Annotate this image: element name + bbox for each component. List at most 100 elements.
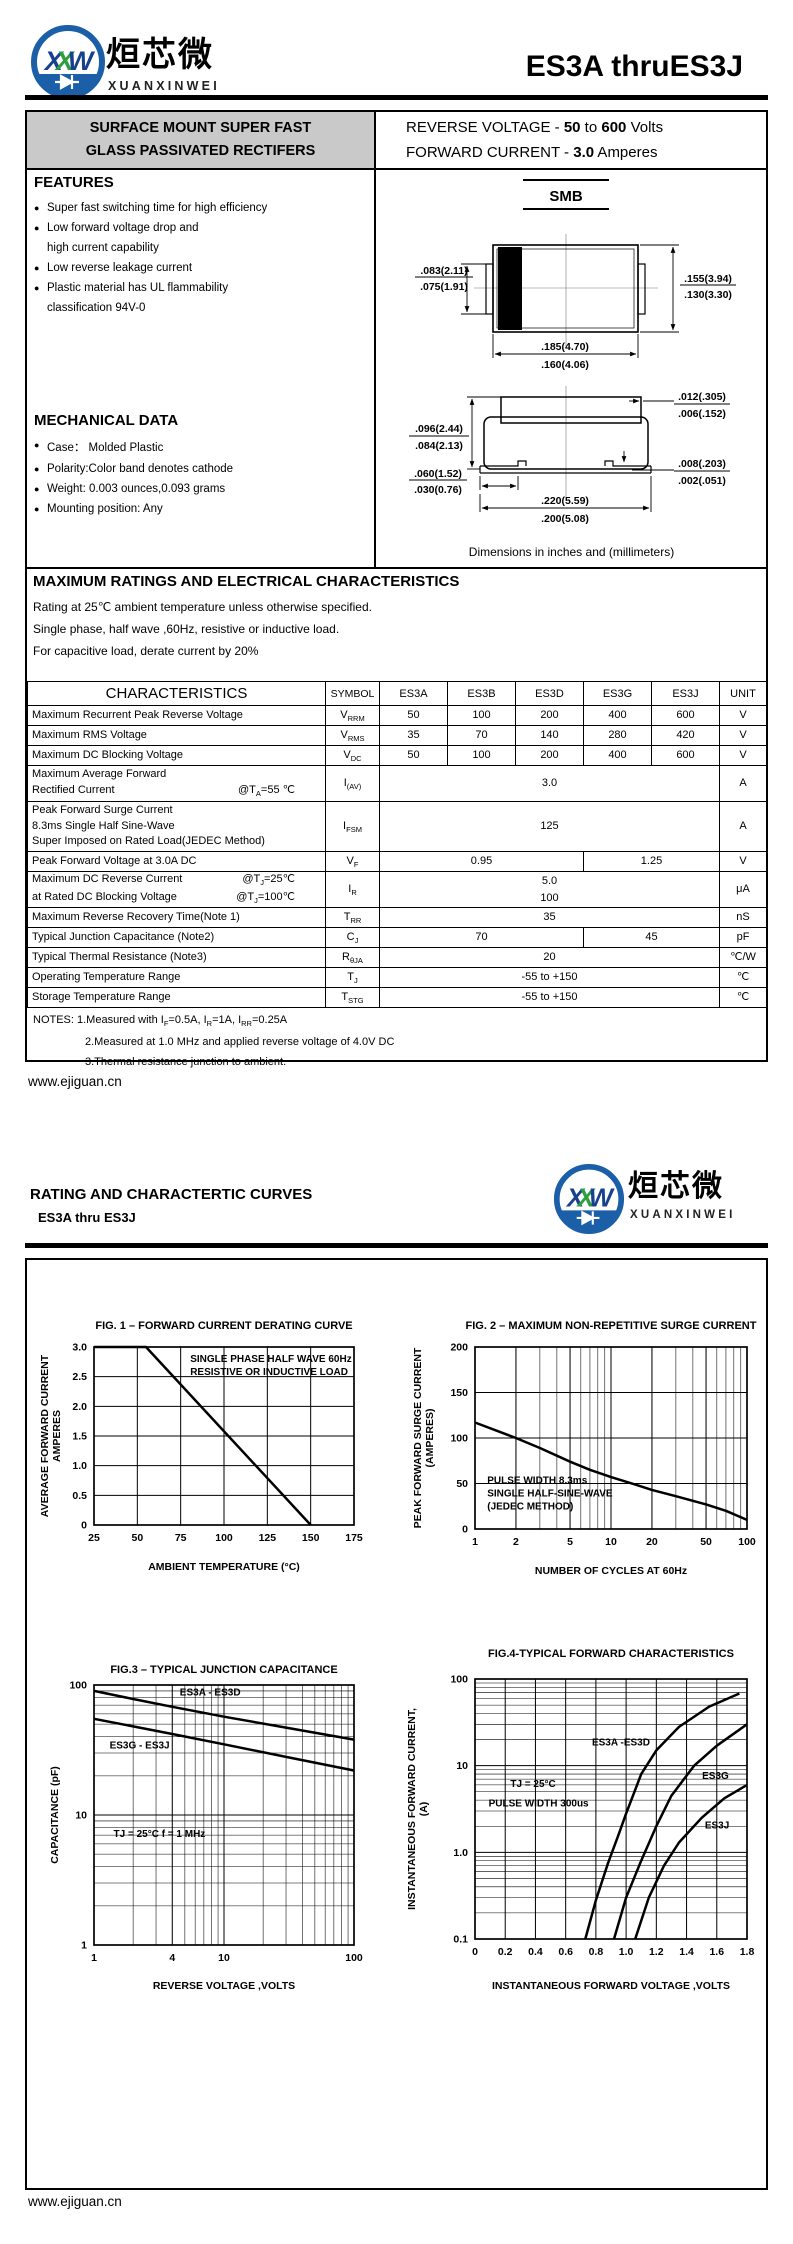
x-axis-label: NUMBER OF CYCLES AT 60Hz: [535, 1565, 687, 1577]
ratings-section: MAXIMUM RATINGS AND ELECTRICAL CHARACTER…: [27, 567, 767, 1067]
dim-label: .006(.152): [678, 408, 726, 420]
table-row: Maximum DC Reverse Current @TJ=25℃ at Rate…: [27, 871, 767, 908]
list-item: ● Low reverse leakage current: [34, 262, 193, 274]
mechanical-heading: MECHANICAL DATA: [34, 412, 179, 429]
list-item: high current capability: [47, 242, 159, 254]
y-tick-label: 100: [450, 1433, 468, 1445]
bullet-icon: ●: [34, 464, 40, 474]
dim-label: .084(2.13): [415, 440, 463, 452]
unit-cell: ℃/W: [719, 947, 767, 968]
y-axis-label: AVERAGE FORWARD CURRENT: [39, 1354, 51, 1517]
column-header: SYMBOL: [325, 681, 380, 706]
package-outline-drawing: SMB: [409, 179, 736, 525]
x-tick-label: 10: [605, 1536, 617, 1548]
dim-label: .075(1.91): [420, 281, 468, 293]
list-item: classification 94V-0: [47, 302, 146, 314]
features-list: ● Super fast switching time for high effi…: [34, 202, 369, 314]
dim-label: .096(2.44): [415, 423, 463, 435]
x-tick-label: 5: [567, 1536, 573, 1548]
x-tick-label: 1.0: [619, 1946, 634, 1958]
diode-icon: [576, 1210, 600, 1226]
value-cell: 35: [379, 725, 448, 746]
value-cell: 35: [379, 907, 720, 928]
y-axis-label: AMPERES: [51, 1410, 63, 1462]
chart-annotation: SINGLE PHASE HALF WAVE 60Hz: [190, 1354, 352, 1365]
dim-label: .060(1.52): [414, 468, 462, 480]
x-tick-label: 75: [175, 1532, 187, 1544]
chart-title: FIG.3 – TYPICAL JUNCTION CAPACITANCE: [110, 1664, 337, 1676]
chart-annotation: TJ = 25°C: [510, 1779, 555, 1790]
x-tick-label: 10: [218, 1952, 230, 1964]
x-tick-label: 1.8: [740, 1946, 755, 1958]
list-item: ● Mounting position: Any: [34, 503, 163, 515]
characteristic-name: Storage Temperature Range: [27, 987, 326, 1008]
dim-label: .155(3.94): [684, 273, 732, 285]
symbol-cell: VF: [325, 851, 380, 872]
dim-label: .160(4.06): [541, 359, 589, 371]
notes-block: NOTES: 1.Measured with IF=0.5A, IR=1A, I…: [33, 1015, 753, 1077]
y-tick-label: 200: [450, 1342, 468, 1354]
dim-label: .083(2.11): [420, 265, 467, 277]
symbol-cell: VRRM: [325, 705, 380, 726]
list-item: ● Polarity:Color band denotes cathode: [34, 463, 234, 475]
x-tick-label: 0.4: [528, 1946, 543, 1958]
x-tick-label: 125: [259, 1532, 277, 1544]
y-axis-label: CAPACITANCE (pF): [49, 1766, 61, 1864]
chart-title: FIG.4-TYPICAL FORWARD CHARACTERISTICS: [488, 1648, 734, 1660]
logo-band: [38, 74, 98, 98]
list-item: ● Plastic material has UL flammability: [34, 282, 229, 294]
value-cell: -55 to +150: [379, 987, 720, 1008]
x-tick-label: 4: [169, 1952, 175, 1964]
characteristic-name: Maximum Reverse Recovery Time(Note 1): [27, 907, 326, 928]
dim-label: .030(0.76): [414, 484, 462, 496]
series-label: ES3A - ES3D: [180, 1687, 241, 1698]
chart-annotation: (JEDEC METHOD): [487, 1502, 573, 1513]
ratings-condition: Single phase, half wave ,60Hz, resistive…: [33, 622, 340, 636]
list-item: ● Weight: 0.003 ounces,0.093 grams: [34, 483, 226, 495]
symbol-cell: IFSM: [325, 801, 380, 852]
bullet-icon: ●: [34, 484, 40, 494]
value-cell: 45: [583, 927, 720, 948]
ratings-heading: MAXIMUM RATINGS AND ELECTRICAL CHARACTER…: [33, 573, 460, 590]
column-header: CHARACTERISTICS: [27, 681, 326, 706]
unit-cell: V: [719, 851, 767, 872]
table-header-row: CHARACTERISTICS SYMBOL ES3A ES3B ES3D ES3G ES3…: [27, 681, 767, 706]
table-row: Maximum Reverse Recovery Time(Note 1) TRR…: [27, 907, 767, 928]
chart-annotation: SINGLE HALF-SINE-WAVE: [487, 1489, 613, 1500]
x-tick-label: 100: [345, 1952, 363, 1964]
value-cell: 5.0 100: [379, 871, 720, 908]
note-line: 3.Thermal resistance junction to ambient…: [85, 1055, 287, 1068]
symbol-cell: I(AV): [325, 765, 380, 802]
product-family-line2: GLASS PASSIVATED RECTIFERS: [85, 143, 316, 159]
y-tick-label: 100: [450, 1674, 468, 1686]
x-tick-label: 50: [700, 1536, 712, 1548]
y-tick-label: 0: [81, 1520, 87, 1532]
x-tick-label: 1.2: [649, 1946, 664, 1958]
cathode-band: [498, 247, 522, 330]
dim-label: .220(5.59): [541, 495, 589, 507]
chart-title: FIG. 2 – MAXIMUM NON-REPETITIVE SURGE CU…: [466, 1320, 757, 1332]
y-tick-label: 1.5: [72, 1431, 87, 1443]
y-tick-label: 100: [69, 1680, 87, 1692]
x-tick-label: 1: [91, 1952, 97, 1964]
ratings-condition: Rating at 25℃ ambient temperature unless…: [33, 600, 372, 614]
value-cell: 3.0: [379, 765, 720, 802]
y-tick-label: 1.0: [453, 1847, 468, 1859]
brand-logo: XXW: [553, 1163, 625, 1235]
x-tick-label: 0.2: [498, 1946, 513, 1958]
symbol-cell: IR: [325, 871, 380, 908]
list-item: ● Super fast switching time for high effi…: [34, 202, 268, 214]
y-tick-label: 3.0: [72, 1342, 87, 1354]
column-header: ES3D: [515, 681, 584, 706]
chart-annotation: PULSE WIDTH 8.3ms: [487, 1476, 587, 1487]
website-url: www.ejiguan.cn: [28, 1074, 122, 1089]
note-line: 2.Measured at 1.0 MHz and applied revers…: [85, 1035, 395, 1048]
x-tick-label: 100: [738, 1536, 756, 1548]
characteristic-name: Typical Thermal Resistance (Note3): [27, 947, 326, 968]
curves-subheading: ES3A thru ES3J: [38, 1210, 136, 1225]
bullet-icon: ●: [34, 263, 40, 273]
value-cell: 1.25: [583, 851, 720, 872]
bullet-icon: ●: [34, 283, 40, 293]
y-tick-label: 150: [450, 1387, 468, 1399]
value-cell: 50: [379, 705, 448, 726]
